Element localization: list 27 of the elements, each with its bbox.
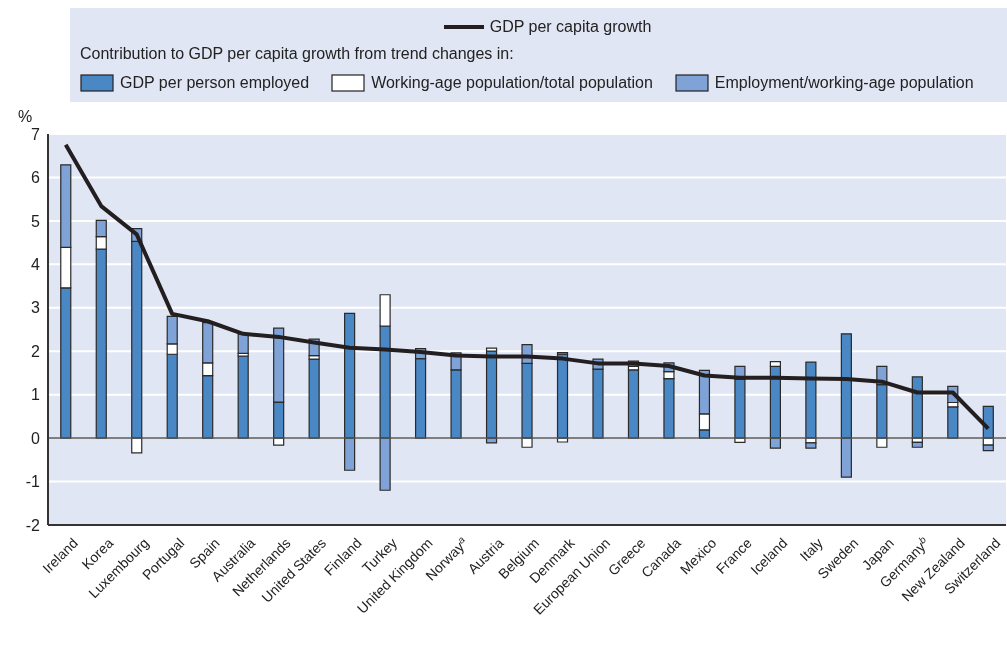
bar bbox=[911, 441, 923, 448]
bar bbox=[131, 437, 143, 454]
bar bbox=[237, 355, 249, 439]
legend-title: Contribution to GDP per capita growth from trend changes in: bbox=[80, 44, 515, 64]
legend-label: GDP per person employed bbox=[120, 74, 310, 92]
y-tick-label: 0 bbox=[31, 429, 41, 447]
y-tick-label: 4 bbox=[31, 256, 41, 274]
y-tick-label: 7 bbox=[31, 125, 41, 143]
y-tick-label: 6 bbox=[31, 169, 41, 187]
bar bbox=[344, 437, 356, 471]
bar bbox=[805, 442, 817, 449]
bar bbox=[840, 437, 852, 478]
y-tick-label: -1 bbox=[25, 473, 41, 491]
legend-label: GDP per capita growth bbox=[489, 18, 652, 36]
y-tick-label: 5 bbox=[31, 212, 41, 230]
bar bbox=[308, 358, 320, 439]
bar bbox=[521, 437, 533, 448]
legend-label: Employment/working-age population bbox=[714, 74, 974, 92]
y-tick-label: 1 bbox=[31, 386, 41, 404]
y-tick-label: -2 bbox=[25, 516, 41, 534]
y-axis-title: % bbox=[18, 108, 33, 126]
legend-label: Working-age population/total population bbox=[371, 74, 653, 92]
bar bbox=[379, 437, 391, 491]
y-tick-label: 3 bbox=[31, 299, 41, 317]
y-tick-label: 2 bbox=[31, 342, 41, 360]
bar bbox=[947, 406, 959, 439]
bar bbox=[627, 369, 640, 439]
